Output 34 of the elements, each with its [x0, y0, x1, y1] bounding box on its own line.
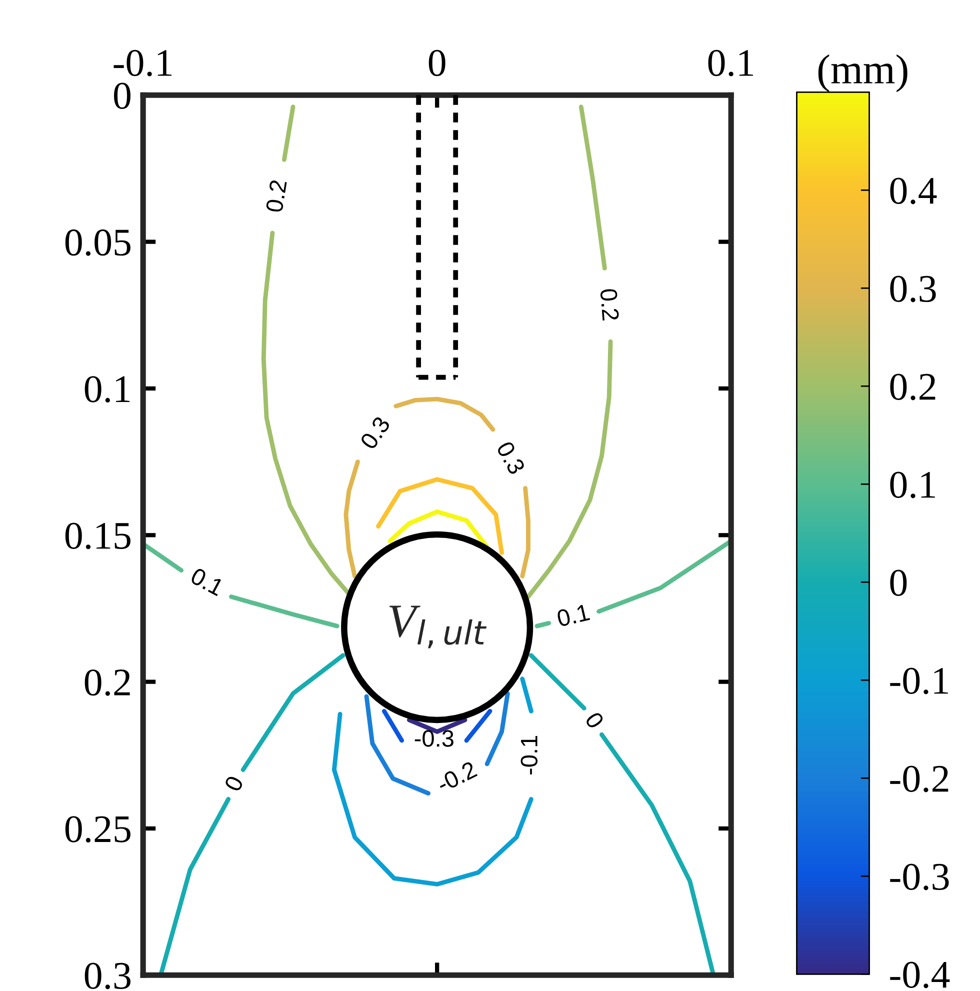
color-bar-label: -0.3 [890, 864, 949, 890]
y-tick-label: 0 [114, 82, 130, 110]
color-bar-label: 0.3 [890, 276, 936, 302]
color-bar-label: -0.4 [890, 962, 950, 988]
color-bar-label: 0 [890, 570, 907, 596]
text: 0.2 [600, 288, 620, 321]
text: 0.2 [266, 180, 287, 213]
color-bar-title: (mm) [818, 54, 908, 92]
y-tick-label: 0.05 [65, 229, 130, 256]
text: -0.1 [520, 736, 538, 774]
color-bar-label: -0.2 [890, 766, 948, 792]
y-tick-label: 0.15 [65, 522, 130, 550]
text: 0 [584, 710, 605, 730]
color-bar-label: 0.1 [890, 472, 935, 498]
text: 0 [224, 774, 244, 792]
y-tick-label: 0.25 [65, 816, 130, 843]
color-bar-label: 0.2 [890, 374, 936, 400]
text: -0.2 [436, 760, 478, 793]
text: 0.1 [190, 567, 225, 596]
line-series [388, 509, 490, 550]
text: 0.1 [556, 604, 590, 627]
annotation: V$_{l,ult}$ [389, 606, 487, 648]
text: 0.3 [359, 415, 391, 450]
x-tick-label: 0 [428, 50, 446, 76]
series-label: -0.3 [414, 730, 454, 747]
color-bar-label: 0.4 [890, 178, 937, 204]
x-tick-label: 0.1 [708, 50, 754, 76]
y-tick-label: 0.2 [84, 669, 130, 696]
text: 0.3 [496, 440, 526, 476]
color-bar-label: -0.1 [890, 668, 948, 694]
x-tick-label: -0.1 [114, 50, 172, 76]
y-tick-label: 0.1 [84, 376, 130, 403]
line-series [376, 477, 504, 555]
y-tick-label: 0.3 [84, 962, 130, 990]
